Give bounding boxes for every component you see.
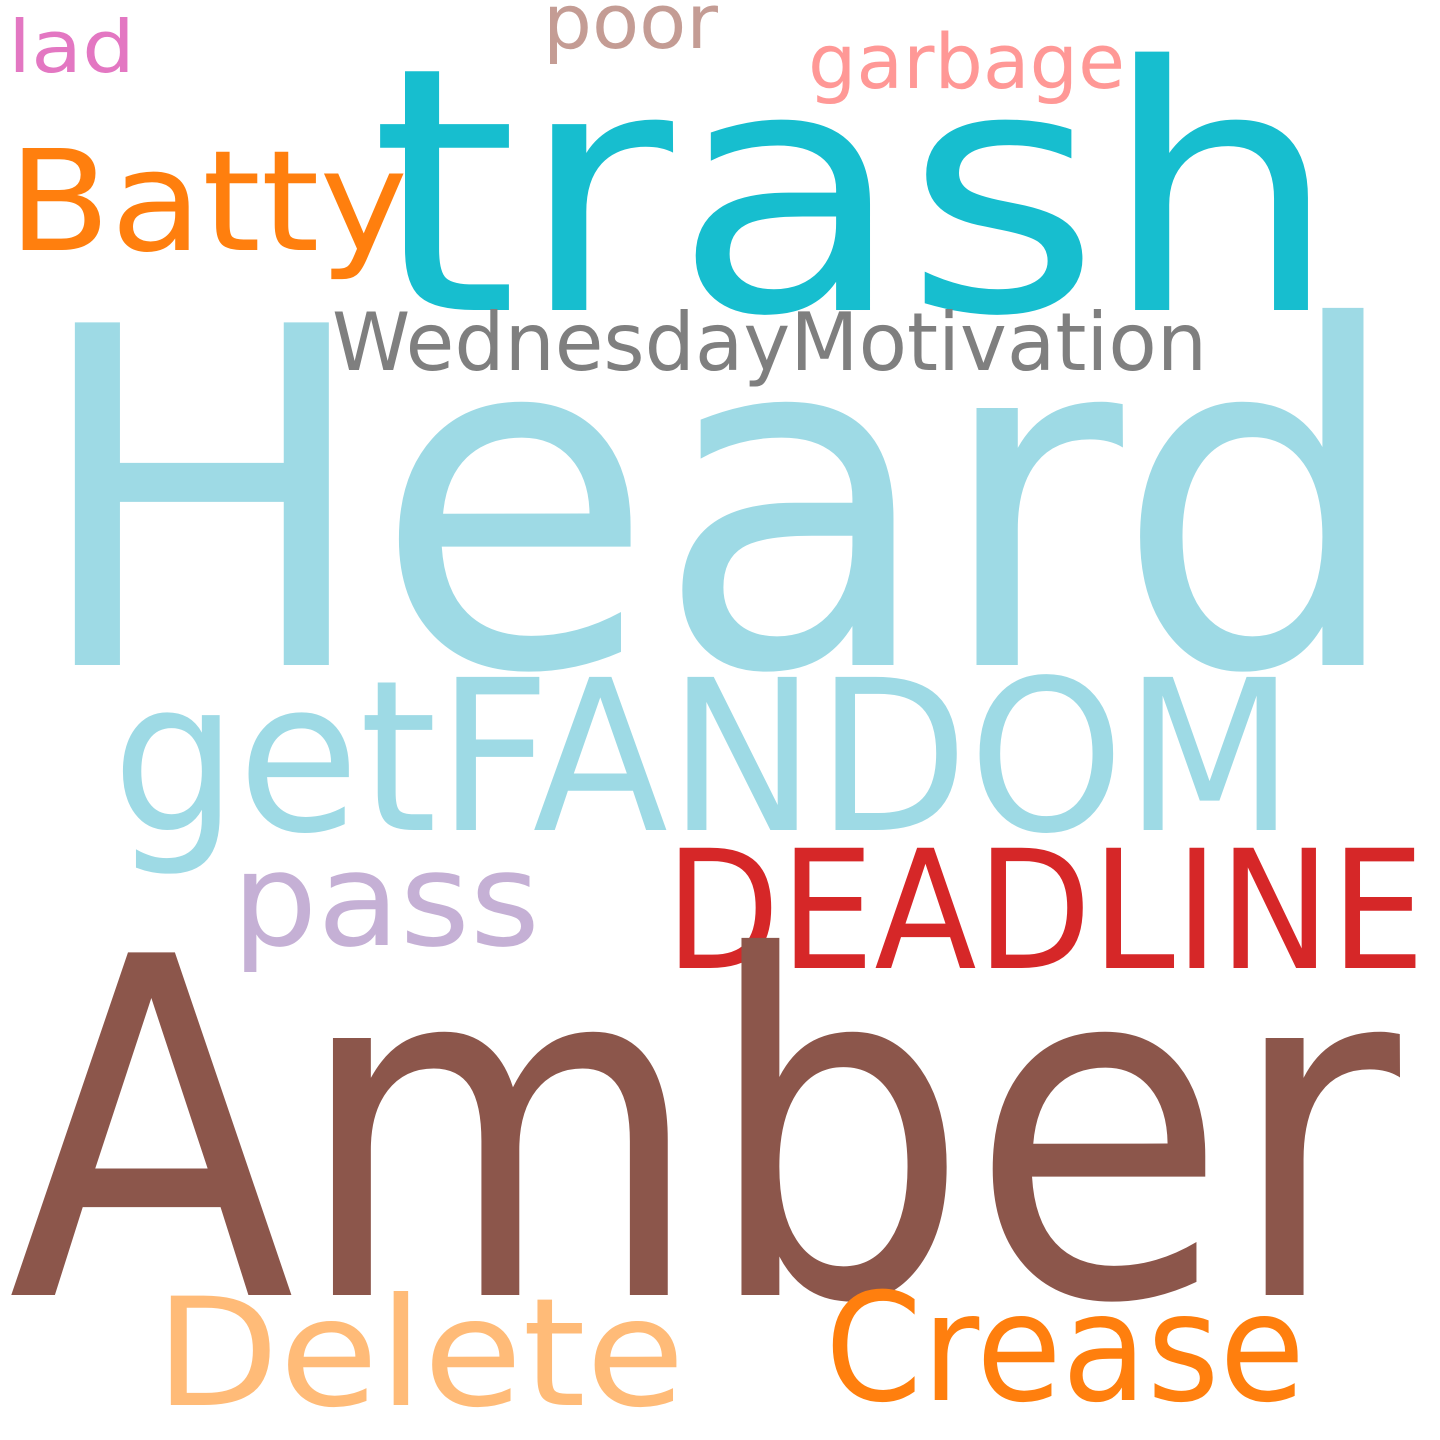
word: trash bbox=[370, 0, 1340, 391]
word: WednesdayMotivation bbox=[332, 296, 1207, 389]
word: Amber bbox=[8, 859, 1404, 1406]
word: DEADLINE bbox=[665, 815, 1425, 1007]
word: garbage bbox=[808, 17, 1125, 106]
word: lad bbox=[8, 5, 135, 89]
word: Batty bbox=[8, 121, 408, 284]
word: Crease bbox=[825, 1262, 1305, 1436]
word: pass bbox=[232, 824, 540, 976]
word: Delete bbox=[155, 1267, 685, 1440]
word: Heard bbox=[30, 229, 1405, 776]
word: getFANDOM bbox=[112, 635, 1295, 880]
word: poor bbox=[543, 0, 719, 66]
